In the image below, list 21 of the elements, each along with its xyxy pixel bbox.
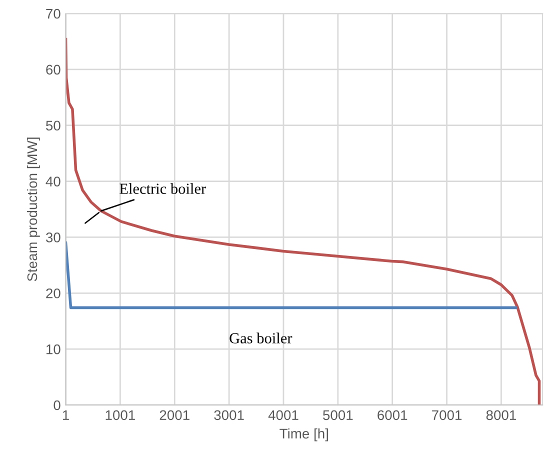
x-tick-label: 4001 bbox=[268, 410, 298, 420]
x-tick-label: 8001 bbox=[486, 410, 516, 420]
y-tick-label: 30 bbox=[46, 232, 60, 242]
x-axis-title: Time [h] bbox=[280, 428, 328, 442]
annotation: Gas boiler bbox=[230, 332, 292, 344]
y-tick-label: 60 bbox=[46, 64, 60, 75]
x-tick-label: 6001 bbox=[378, 410, 408, 420]
y-tick-label: 20 bbox=[46, 288, 60, 298]
x-tick-label: 3001 bbox=[214, 410, 244, 420]
x-tick-label: 1 bbox=[62, 410, 69, 420]
annotation: Electric boiler bbox=[120, 183, 206, 194]
x-tick-label: 1001 bbox=[106, 410, 135, 420]
y-tick-label: 70 bbox=[46, 8, 60, 19]
y-tick-label: 50 bbox=[46, 120, 60, 131]
y-axis-title: Steam production [MW] bbox=[26, 138, 40, 282]
x-tick-label: 2001 bbox=[160, 410, 190, 420]
y-tick-label: 10 bbox=[46, 344, 60, 354]
y-tick-label: 0 bbox=[54, 400, 60, 410]
x-tick-label: 7001 bbox=[432, 410, 462, 420]
y-tick-label: 40 bbox=[46, 176, 60, 186]
x-tick-label: 5001 bbox=[323, 410, 353, 420]
